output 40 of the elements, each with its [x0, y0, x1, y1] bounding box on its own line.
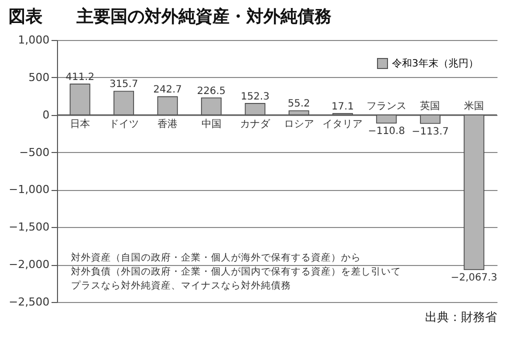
text: 242.7 [153, 84, 182, 96]
y-tick-label: −2,500 [8, 296, 50, 308]
text: 315.7 [109, 79, 138, 90]
x-tick-label: 中国 [201, 118, 222, 130]
text: 226.5 [197, 86, 226, 97]
bar [464, 114, 484, 270]
x-tick-label: 英国 [420, 100, 440, 112]
annotation: 対外負債（外国の政府・企業・個人が国内で保有する資産）を差し引いて [71, 266, 401, 278]
x-tick-label: 日本 [70, 118, 90, 130]
text: −2,067.3 [450, 272, 498, 284]
bar [70, 84, 90, 116]
bar [157, 96, 178, 116]
bar [244, 103, 266, 116]
x-tick-label: イタリア [322, 118, 363, 130]
source-note: 出典：財務省 [425, 310, 497, 324]
bar [420, 114, 440, 124]
x-tick-label: ロシア [284, 118, 314, 130]
y-tick-label: −1,000 [8, 183, 50, 196]
y-tick-label: 0 [42, 108, 50, 122]
x-tick-label: カナダ [240, 118, 272, 130]
x-tick-label: 香港 [158, 118, 178, 130]
text: −113.7 [412, 126, 449, 138]
text: 152.3 [240, 91, 270, 102]
y-tick-label: 500 [28, 70, 50, 84]
annotation: 対外資産（自国の政府・企業・個人が海外で保有する資産）から [71, 252, 361, 264]
bar [114, 90, 134, 116]
x-tick-label: フランス [366, 100, 406, 112]
y-tick-label: −1,500 [8, 220, 50, 234]
chart-title: 図表 主要国の対外純資産・対外純債務 [8, 7, 332, 27]
text: 55.2 [288, 98, 310, 110]
annotation: プラスなら対外純資産、マイナスなら対外純債務 [71, 280, 291, 292]
text: −110.8 [368, 126, 405, 138]
y-tick-label: −2,000 [8, 258, 50, 272]
x-tick-label: ドイツ [108, 118, 139, 130]
y-tick-label: 1,000 [18, 34, 50, 46]
bar [201, 98, 222, 116]
y-tick-label: −500 [19, 146, 50, 159]
x-tick-label: 米国 [464, 100, 484, 112]
text: 17.1 [332, 102, 354, 113]
legend-label: 令和3年末（兆円） [392, 58, 478, 70]
